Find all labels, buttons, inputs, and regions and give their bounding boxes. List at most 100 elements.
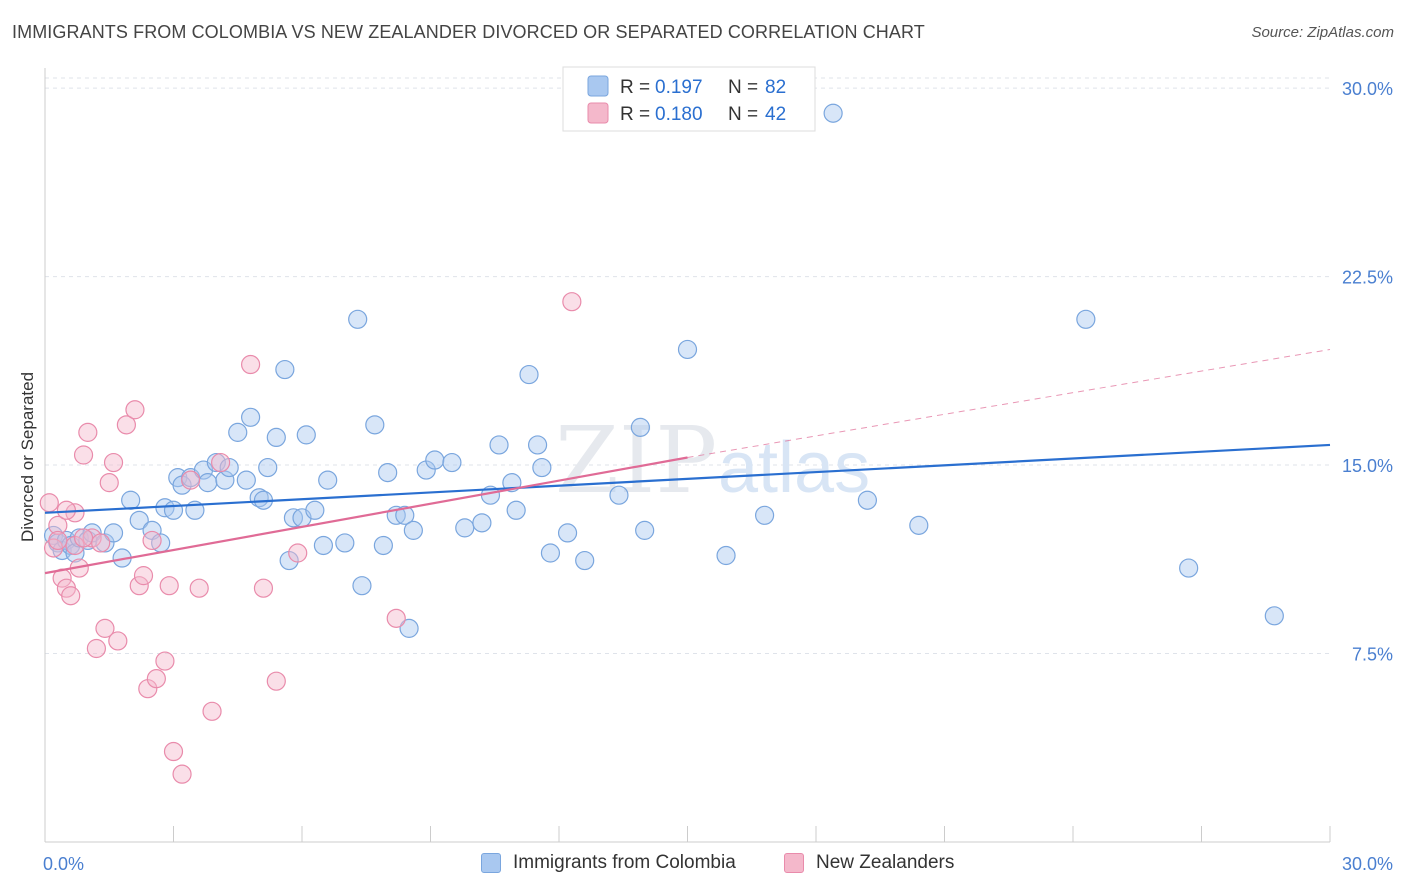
newzealander-point (91, 533, 111, 553)
colombia-point (228, 422, 248, 442)
legend-n-label-blue: N = (728, 77, 758, 98)
newzealander-point (241, 354, 261, 375)
colombia-point (754, 505, 775, 525)
newzealander-point (253, 578, 274, 598)
x-tick-label: 30.0% (1342, 854, 1393, 874)
colombia-point (103, 523, 124, 543)
colombia-point (352, 576, 372, 596)
newzealander-point (133, 566, 154, 586)
colombia-point (609, 485, 629, 505)
colombia-point (425, 450, 445, 470)
colombia-point (575, 550, 595, 571)
colombia-point (65, 543, 85, 563)
newzealander-point (73, 528, 94, 548)
legend-label-colombia: Immigrants from Colombia (513, 852, 736, 873)
colombia-point (348, 309, 368, 329)
newzealander-point (86, 638, 107, 659)
newzealander-point (155, 651, 175, 671)
newzealander-point (39, 493, 59, 513)
colombia-point (163, 500, 184, 520)
colombia-point (258, 457, 278, 478)
newzealander-point (189, 578, 209, 598)
colombia-point (1264, 606, 1284, 626)
colombia-trend-line (44, 443, 1331, 514)
newzealander-point (142, 530, 162, 551)
colombia-point (527, 435, 548, 455)
newzealander-trend-line (44, 456, 688, 575)
newzealander-point (48, 515, 68, 535)
newzealander-point (562, 292, 582, 312)
colombia-point (365, 415, 385, 435)
colombia-point (506, 500, 526, 520)
colombia-point (823, 103, 843, 123)
axis-layer: 7.5% 15.0% 22.5% 30.0% 0.0% 30.0% (43, 68, 1393, 874)
trend-layer (44, 348, 1331, 575)
legend-swatch-blue (587, 75, 609, 97)
colombia-point (399, 618, 419, 638)
colombia-point (241, 407, 261, 427)
colombia-point (318, 470, 338, 490)
colombia-point (857, 490, 878, 510)
newzealander-point (99, 473, 119, 493)
y-tick-label: 15.0% (1342, 456, 1393, 476)
newzealander-point (163, 741, 184, 762)
legend-r-label-blue: R = (620, 77, 650, 98)
colombia-point (236, 470, 256, 490)
newzealander-point (73, 445, 94, 465)
newzealander-trend-extension (687, 348, 1331, 459)
x-tick-label: 0.0% (43, 854, 84, 874)
y-tick-label: 7.5% (1352, 645, 1393, 665)
legend-n-value-pink: 42 (765, 104, 786, 125)
legend-r-value-pink: 0.180 (655, 104, 703, 125)
y-tick-label: 22.5% (1342, 268, 1393, 288)
legend-swatch-newzealanders (784, 853, 804, 873)
colombia-point (373, 535, 393, 556)
colombia-point (1179, 558, 1199, 578)
newzealander-point (116, 415, 136, 435)
colombia-point (403, 520, 423, 540)
newzealander-point (48, 530, 68, 551)
colombia-point (206, 452, 226, 473)
colombia-point (1076, 309, 1096, 329)
legend-n-label-pink: N = (728, 104, 758, 125)
y-axis-label: Divorced or Separated (18, 372, 37, 542)
watermark-atlas: atlas (718, 428, 870, 508)
legend-swatch-pink (587, 102, 609, 124)
newzealander-point (95, 618, 115, 638)
y-tick-label: 30.0% (1342, 79, 1393, 99)
colombia-point (129, 510, 149, 530)
colombia-point (635, 520, 655, 540)
colombia-point (716, 545, 736, 566)
newzealander-point (386, 608, 406, 628)
grid-layer (45, 77, 1330, 655)
newzealander-point (61, 586, 81, 606)
colombia-point (455, 518, 475, 538)
legend-n-value-blue: 82 (765, 77, 786, 98)
colombia-point (677, 339, 698, 360)
watermark: ZIP atlas (555, 407, 870, 514)
bottom-legend: Immigrants from Colombia New Zealanders (0, 848, 1406, 880)
newzealander-point (266, 671, 286, 691)
colombia-point (909, 515, 929, 535)
colombia-point (121, 490, 141, 510)
newzealander-point (146, 669, 166, 689)
colombia-point (557, 523, 578, 543)
newzealander-point (103, 452, 124, 473)
legend-label-newzealanders: New Zealanders (816, 852, 955, 873)
source-label: Source: ZipAtlas.com (1251, 24, 1394, 41)
colombia-point (442, 452, 462, 473)
colombia-point (489, 435, 509, 455)
colombia-point (540, 543, 561, 563)
newzealander-point (108, 631, 128, 651)
newzealander-point (78, 422, 98, 442)
colombia-point (198, 473, 218, 493)
colombia-point (305, 500, 325, 520)
chart-title: IMMIGRANTS FROM COLOMBIA VS NEW ZEALANDE… (12, 22, 925, 42)
newzealander-point (288, 543, 308, 563)
newzealander-point (202, 701, 222, 721)
legend-r-label-pink: R = (620, 104, 650, 125)
colombia-point (266, 427, 286, 448)
colombia-point (519, 364, 539, 385)
legend-item-newzealanders: New Zealanders (784, 852, 954, 874)
